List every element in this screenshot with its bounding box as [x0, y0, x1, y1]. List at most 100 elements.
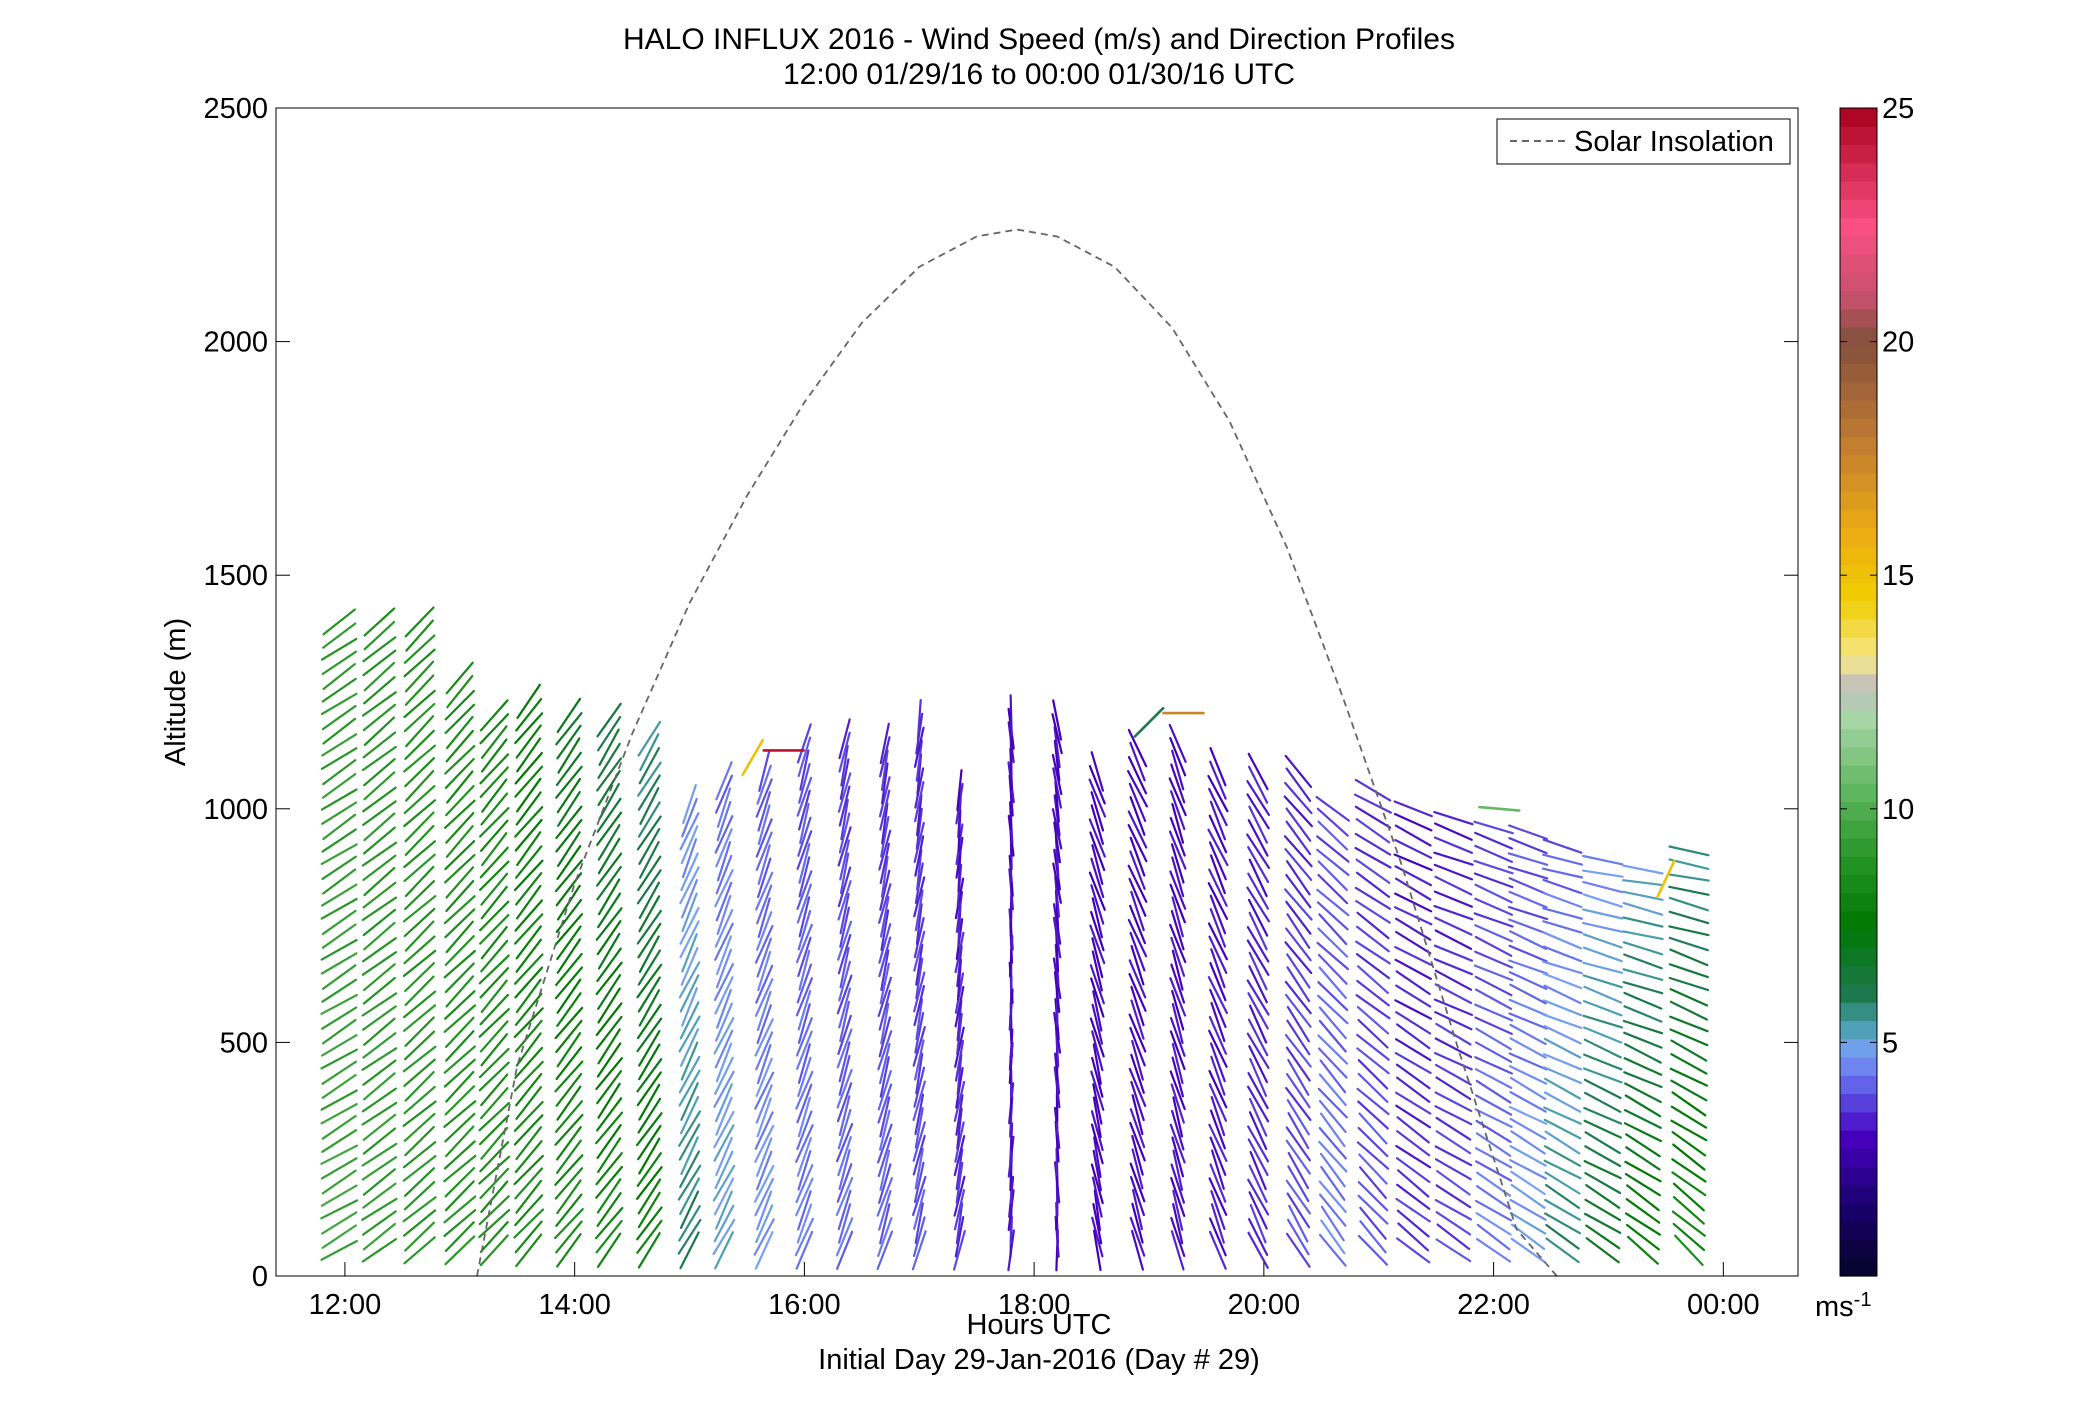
wind-vector [953, 1134, 966, 1177]
solar-insolation-curve [476, 228, 1558, 1277]
wind-vector [405, 619, 434, 652]
wind-vector [596, 919, 622, 956]
wind-vector [915, 807, 923, 850]
wind-vector [836, 1082, 853, 1123]
wind-vector [1090, 1110, 1104, 1152]
wind-vector [515, 724, 542, 759]
wind-vector [444, 689, 475, 721]
wind-vector [1354, 846, 1392, 869]
wind-vector [1208, 1015, 1228, 1055]
wind-vector [403, 634, 436, 664]
wind-vector [1625, 1146, 1661, 1171]
wind-vector [404, 811, 435, 843]
wind-vector [444, 990, 476, 1020]
colorbar-segment [1840, 491, 1877, 511]
wind-vector [1474, 883, 1513, 904]
wind-vector [557, 737, 581, 774]
wind-vector [1508, 877, 1548, 896]
wind-vector [1622, 1019, 1664, 1035]
wind-vector [636, 1219, 663, 1254]
colorbar-segment [1840, 728, 1877, 748]
x-tick-label: 16:00 [768, 1289, 841, 1321]
wind-vector [1394, 917, 1432, 941]
wind-vector [757, 950, 772, 992]
wind-vector [361, 841, 397, 867]
wind-vector [755, 831, 773, 871]
wind-vector [1209, 760, 1227, 800]
wind-vector [638, 935, 660, 973]
wind-vector [404, 729, 435, 761]
wind-vector [595, 961, 623, 996]
wind-vector [1318, 1233, 1347, 1267]
wind-vector [513, 913, 544, 945]
wind-vector [797, 789, 811, 831]
wind-vector [1474, 897, 1514, 916]
wind-vector [1355, 858, 1391, 885]
wind-vector [1208, 1123, 1228, 1163]
wind-vector [1317, 953, 1348, 985]
wind-vector [795, 977, 814, 1017]
wind-vector [1127, 918, 1148, 958]
wind-vector [1209, 854, 1226, 895]
wind-vector [404, 975, 435, 1007]
wind-vector [716, 800, 732, 842]
wind-vector [637, 922, 662, 959]
wind-vector [954, 1215, 965, 1258]
wind-vector [1396, 1209, 1430, 1238]
wind-vector [1131, 1134, 1144, 1176]
wind-vector [914, 1093, 925, 1136]
wind-vector [402, 1141, 437, 1169]
wind-vector [1090, 804, 1105, 845]
wind-vector [479, 900, 510, 932]
wind-vector [1433, 944, 1474, 962]
wind-vector [513, 1208, 545, 1239]
wind-vector [363, 963, 396, 992]
wind-vector [1625, 1198, 1661, 1224]
wind-vector [556, 777, 582, 814]
wind-vector [798, 949, 811, 991]
wind-vector [1007, 1189, 1015, 1232]
wind-vector [361, 1101, 398, 1126]
wind-vector [1208, 935, 1228, 975]
wind-vector [362, 976, 396, 1005]
wind-vector [1209, 1136, 1227, 1177]
wind-vector [404, 1125, 435, 1157]
wind-vector [1129, 1162, 1146, 1203]
wind-vector [1248, 1164, 1268, 1204]
wind-vector [1359, 1206, 1387, 1240]
wind-vector [714, 1231, 734, 1270]
wind-vector [1670, 1105, 1708, 1129]
wind-vector [1474, 950, 1514, 969]
wind-vector [443, 1058, 476, 1088]
wind-vector [756, 1190, 773, 1231]
wind-vector [1246, 926, 1270, 963]
wind-vector [514, 1019, 543, 1053]
wind-vector [403, 1209, 437, 1237]
wind-vector [1320, 1165, 1346, 1201]
wind-vector [1435, 1211, 1472, 1236]
wind-vector [1476, 1223, 1511, 1251]
legend-label-solar-insolation: Solar Insolation [1574, 126, 1774, 158]
wind-vector [1394, 1051, 1432, 1075]
wind-vector [1394, 945, 1433, 967]
wind-vector [403, 689, 436, 719]
wind-vector [1397, 1222, 1430, 1252]
wind-vector-outlier [1656, 859, 1676, 899]
wind-vector [361, 1237, 397, 1263]
wind-vector [1359, 1220, 1387, 1254]
wind-vector [1357, 1059, 1389, 1090]
wind-vector [1475, 1185, 1512, 1210]
wind-vector [715, 828, 733, 868]
wind-vector [362, 1032, 397, 1059]
y-tick-label: 2500 [203, 93, 268, 125]
wind-vector [1508, 930, 1548, 951]
colorbar-segment [1840, 984, 1877, 1003]
wind-vector [596, 1069, 623, 1105]
wind-vector [1170, 843, 1185, 884]
wind-vector [913, 971, 926, 1013]
wind-vector [1510, 1223, 1546, 1251]
wind-vector [1624, 1042, 1662, 1064]
wind-vector [1671, 1091, 1707, 1117]
wind-vector [596, 865, 622, 901]
wind-vector [321, 801, 358, 825]
